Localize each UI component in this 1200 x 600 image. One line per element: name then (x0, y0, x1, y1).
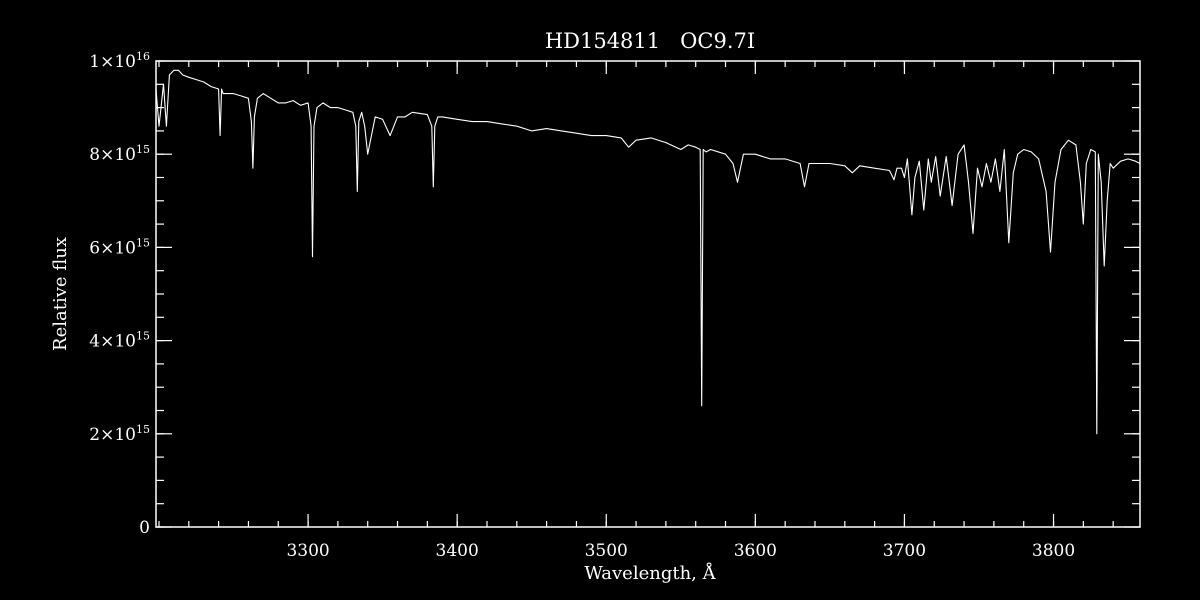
y-tick-label: 4×1015 (89, 330, 150, 352)
plot-frame (155, 60, 1141, 528)
tick-labels: 3300 3400 3500 3600 3700 3800 0 2×1015 4×1015 6×1… (89, 50, 1075, 561)
y-axis-label: Relative flux (50, 237, 71, 351)
x-tick-label: 3500 (585, 541, 628, 561)
axis-ticks (156, 60, 1140, 528)
y-tick-label: 0 (139, 518, 150, 538)
x-tick-label: 3700 (883, 541, 926, 561)
y-tick-label: 6×1015 (89, 236, 150, 258)
x-tick-label: 3300 (286, 541, 329, 561)
y-tick-label: 2×1015 (89, 423, 150, 445)
x-axis-label: Wavelength, Å (584, 562, 716, 584)
y-tick-label: 8×1015 (89, 143, 150, 165)
x-tick-label: 3600 (734, 541, 777, 561)
x-tick-label: 3400 (436, 541, 479, 561)
chart-title: HD154811 OC9.7I (545, 29, 755, 53)
x-tick-label: 3800 (1032, 541, 1075, 561)
y-tick-label: 1×1016 (89, 50, 150, 72)
series-line-spectrum (155, 69, 1141, 435)
